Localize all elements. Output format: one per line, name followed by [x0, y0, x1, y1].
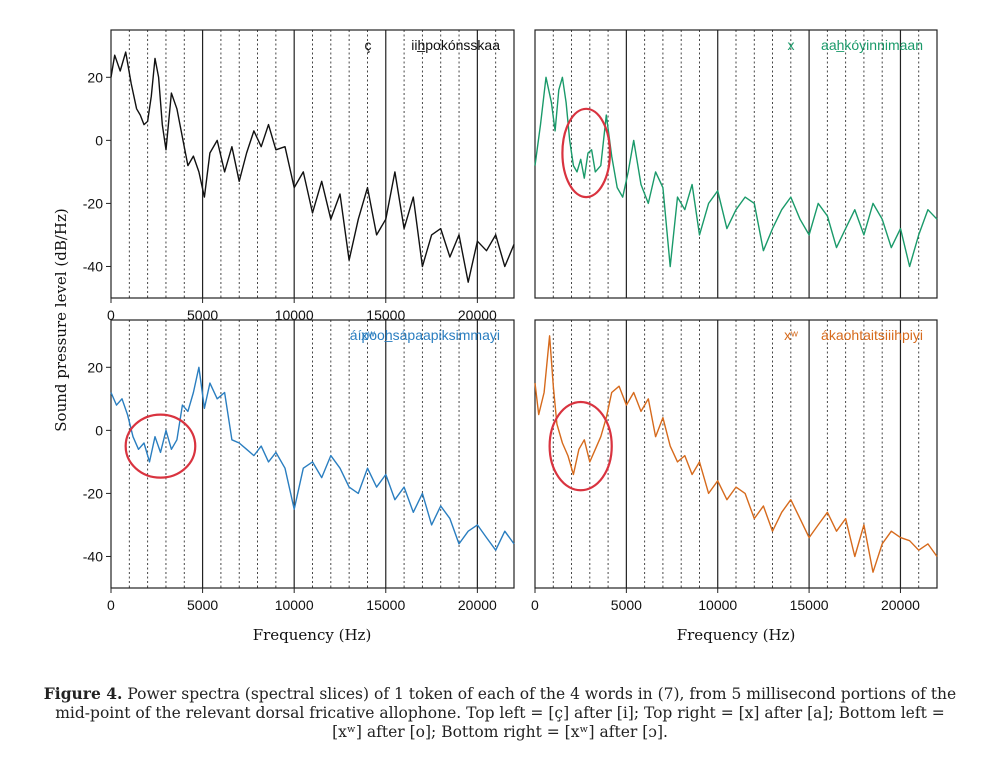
word-label: iih̲pokónsskaa — [411, 37, 500, 53]
panel-bottom-right: 0 5000 10000 15000 20000 xʷ ákaohtaitsiiihpiyi — [531, 319, 938, 613]
word-label: aah̲kóyinnimaan — [821, 37, 923, 53]
phone-label: x — [788, 37, 795, 53]
y-tick-label: -40 — [83, 258, 103, 274]
caption-text: Power spectra (spectral slices) of 1 tok… — [55, 685, 957, 741]
spectrum-line — [534, 76, 938, 268]
x-tick-label: 20000 — [458, 307, 497, 323]
x-tick-label: 0 — [531, 597, 539, 613]
panel-frame — [534, 29, 938, 299]
x-tick-label: 10000 — [698, 597, 737, 613]
x-tick-label: 0 — [107, 597, 115, 613]
x-tick-label: 20000 — [458, 597, 497, 613]
y-tick-label: 0 — [95, 132, 103, 148]
panel-frame — [534, 319, 938, 589]
spectrum-line — [110, 366, 515, 551]
panel-bottom-left: 20 0 -20 -40 0 5000 10000 15000 20000 xʷáípooh̲sá… — [83, 319, 515, 613]
highlight-circle — [561, 107, 612, 199]
x-tick-label: 5000 — [611, 597, 642, 613]
x-tick-label: 5000 — [187, 597, 218, 613]
x-tick-label: 0 — [107, 307, 115, 323]
caption-label: Figure 4. — [43, 684, 123, 703]
x-tick-label: 15000 — [366, 597, 405, 613]
y-tick-label: -20 — [83, 485, 103, 501]
y-tick-label: -40 — [83, 548, 103, 564]
phone-label: xʷ — [784, 327, 798, 343]
y-tick-label: 20 — [87, 359, 103, 375]
y-tick-label: -20 — [83, 195, 103, 211]
panel-frame — [110, 29, 515, 299]
x-tick-label: 15000 — [790, 597, 829, 613]
figure-caption: Figure 4. Power spectra (spectral slices… — [40, 684, 960, 742]
spectra-figure: Sound pressure level (dB/Hz) Frequency (… — [52, 29, 938, 644]
phone-label: xʷ — [361, 327, 375, 343]
panel-top-right: x aah̲kóyinnimaan — [534, 29, 938, 299]
y-tick-label: 20 — [87, 69, 103, 85]
x-tick-label: 20000 — [881, 597, 920, 613]
figure: Sound pressure level (dB/Hz) Frequency (… — [52, 29, 938, 644]
word-label: áípooh̲sápaapiksimmayi — [350, 327, 500, 343]
x-axis-label-right: Frequency (Hz) — [677, 626, 796, 644]
x-tick-label: 5000 — [187, 307, 218, 323]
x-tick-label: 10000 — [275, 307, 314, 323]
panel-top-left: 20 0 -20 -40 0 5000 10000 15000 20000 ç iih̲pokóns… — [83, 29, 515, 323]
y-axis-label: Sound pressure level (dB/Hz) — [52, 208, 70, 431]
spectrum-line — [534, 335, 938, 573]
x-tick-label: 15000 — [366, 307, 405, 323]
y-tick-label: 0 — [95, 422, 103, 438]
highlight-circle — [548, 400, 613, 492]
word-label: ákaohtaitsiiihpiyi — [821, 327, 923, 343]
x-tick-label: 10000 — [275, 597, 314, 613]
x-axis-label-left: Frequency (Hz) — [253, 626, 372, 644]
panel-frame — [110, 319, 515, 589]
spectrum-line — [110, 51, 515, 283]
highlight-circle — [124, 413, 197, 479]
phone-label: ç — [365, 37, 372, 53]
